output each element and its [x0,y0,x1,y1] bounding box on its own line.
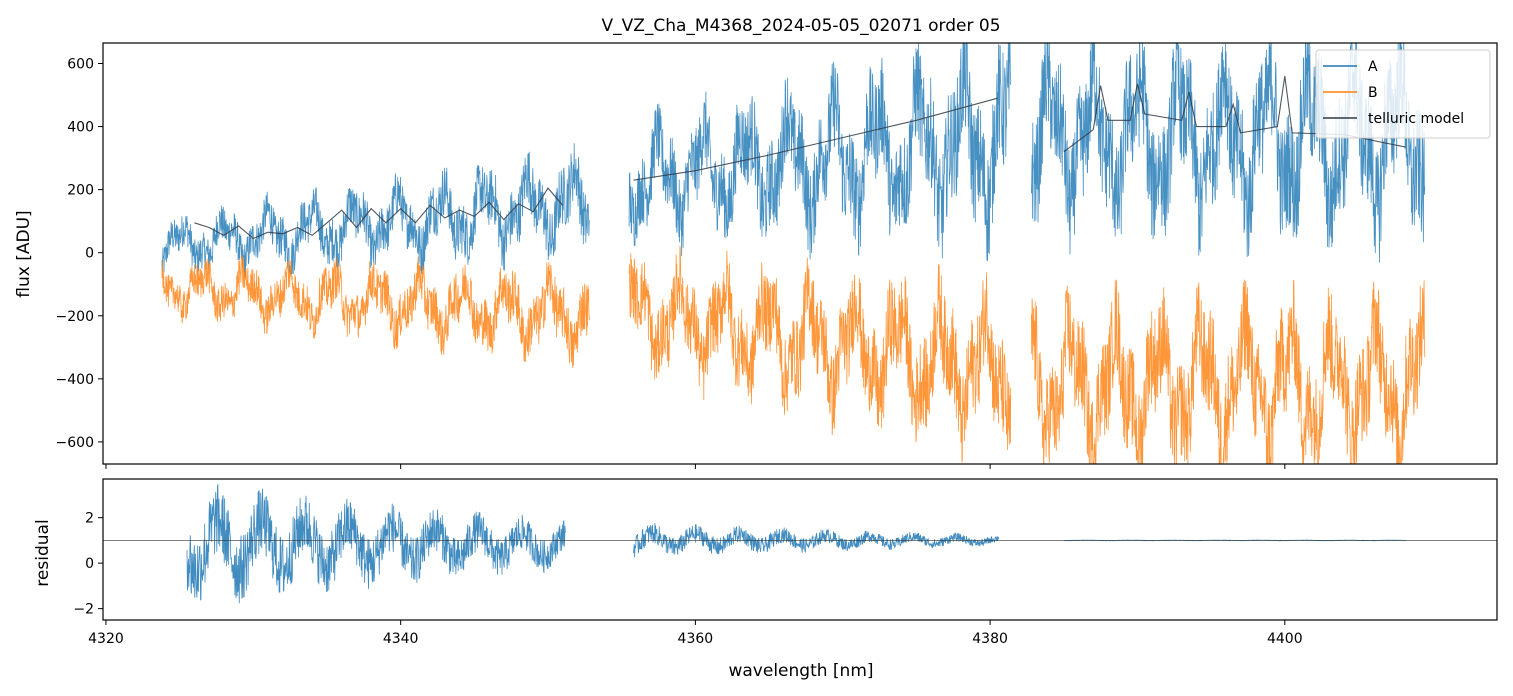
top-ytick-label: 200 [67,183,94,199]
top-ytick-label: 0 [85,246,94,262]
bottom-xtick-label: 4380 [972,631,1008,647]
telluric-model-line-2 [1063,76,1406,153]
top-ytick-label: −400 [56,372,94,388]
telluric-model-line-1 [633,97,998,181]
top-ytick-label: 600 [67,56,94,72]
bottom-ytick-label: −2 [73,602,94,618]
series-b-line-0 [161,255,590,368]
series-b-line-1 [628,245,1012,463]
legend-frame [1315,49,1491,139]
legend-label-a: A [1368,59,1378,75]
x-axis-label: wavelength [nm] [728,661,873,681]
bottom-plot-area: −2 0 2 4320 4340 4360 4380 4400 [73,478,1498,647]
top-ytick-label: −200 [56,309,94,325]
bottom-xtick-label: 4400 [1267,631,1303,647]
chart-title: V_VZ_Cha_M4368_2024-05-05_02071 order 05 [601,16,1000,36]
series-a-line-1 [628,43,1012,261]
series-b-line-2 [1031,279,1426,464]
bottom-y-axis-label: residual [33,519,53,586]
top-ytick-label: 400 [67,120,94,136]
telluric-model-line-0 [194,187,564,240]
bottom-xtick-label: 4340 [383,631,419,647]
bottom-axes-frame [102,478,1498,621]
bottom-ytick-label: 0 [85,556,94,572]
residual-line-1 [633,522,1000,558]
top-plot-area: −600 −400 −200 0 200 400 600 [56,42,1498,469]
residual-line-0 [186,484,566,604]
bottom-ytick-label: 2 [85,511,94,527]
top-y-axis-label: flux [ADU] [14,210,34,297]
legend: A B telluric model [1315,49,1491,139]
top-ytick-label: −600 [56,435,94,451]
bottom-xtick-label: 4360 [678,631,714,647]
legend-label-telluric: telluric model [1368,111,1464,127]
series-a-line-0 [161,143,590,278]
bottom-xtick-label: 4320 [88,631,124,647]
top-axes-frame [102,42,1498,465]
legend-label-b: B [1368,85,1378,101]
